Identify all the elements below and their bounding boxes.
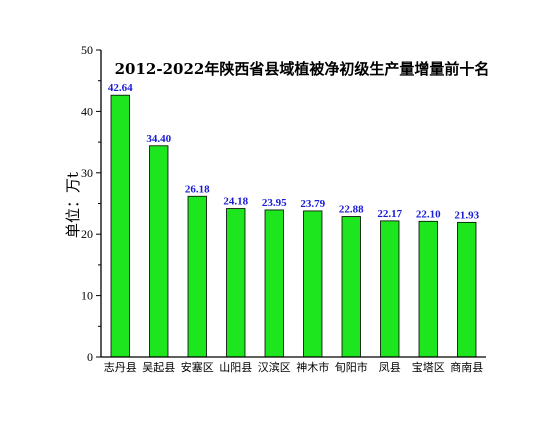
data-label: 23.95 [262, 197, 287, 209]
bar [226, 208, 246, 358]
y-tick-label: 10 [81, 289, 93, 303]
x-tick-label: 商南县 [450, 360, 483, 374]
x-tick-label: 吴起县 [142, 361, 175, 374]
data-label: 22.10 [416, 208, 441, 220]
bar [149, 145, 169, 358]
bar [341, 216, 361, 358]
y-tick-label: 20 [81, 227, 93, 241]
bars-group: 42.64 34.40 26.18 24.18 23.95 23.79 22.88 22.17… [108, 82, 480, 358]
bar [303, 210, 323, 358]
data-label: 42.64 [108, 82, 133, 94]
y-tick-label: 50 [81, 43, 93, 57]
x-tick-label: 凤县 [379, 361, 401, 374]
data-label: 23.79 [300, 198, 325, 210]
bar [418, 220, 438, 358]
y-axis-label: 单位：万t [64, 172, 82, 238]
data-label: 22.88 [339, 204, 364, 216]
data-label: 21.93 [454, 209, 479, 221]
y-axis: 0 10 20 30 40 50 [81, 43, 102, 364]
x-tick-label: 旬阳市 [335, 360, 368, 374]
data-label: 24.18 [223, 196, 248, 208]
x-tick-label: 志丹县 [104, 361, 137, 374]
bar [457, 221, 477, 358]
bar [264, 209, 284, 358]
x-axis: 志丹县 吴起县 安塞区 山阳县 汉滨区 神木市 旬阳市 凤县 宝塔区 商南县 [101, 356, 486, 374]
bar [380, 220, 400, 358]
x-tick-label: 山阳县 [219, 361, 252, 374]
bar [110, 94, 130, 358]
x-tick-label: 安塞区 [181, 360, 214, 374]
data-label: 22.17 [377, 208, 402, 220]
chart-title: 2012-2022年陕西省县域植被净初级生产量增量前十名 [115, 60, 490, 78]
y-tick-label: 30 [81, 166, 93, 180]
x-tick-label: 汉滨区 [258, 360, 291, 374]
bar [187, 195, 207, 358]
data-label: 26.18 [185, 183, 210, 195]
x-tick-label: 宝塔区 [412, 360, 445, 374]
y-tick-label: 40 [81, 104, 93, 118]
y-tick-label: 0 [87, 350, 93, 364]
x-tick-label: 神木市 [296, 360, 329, 374]
data-label: 34.40 [146, 133, 171, 145]
